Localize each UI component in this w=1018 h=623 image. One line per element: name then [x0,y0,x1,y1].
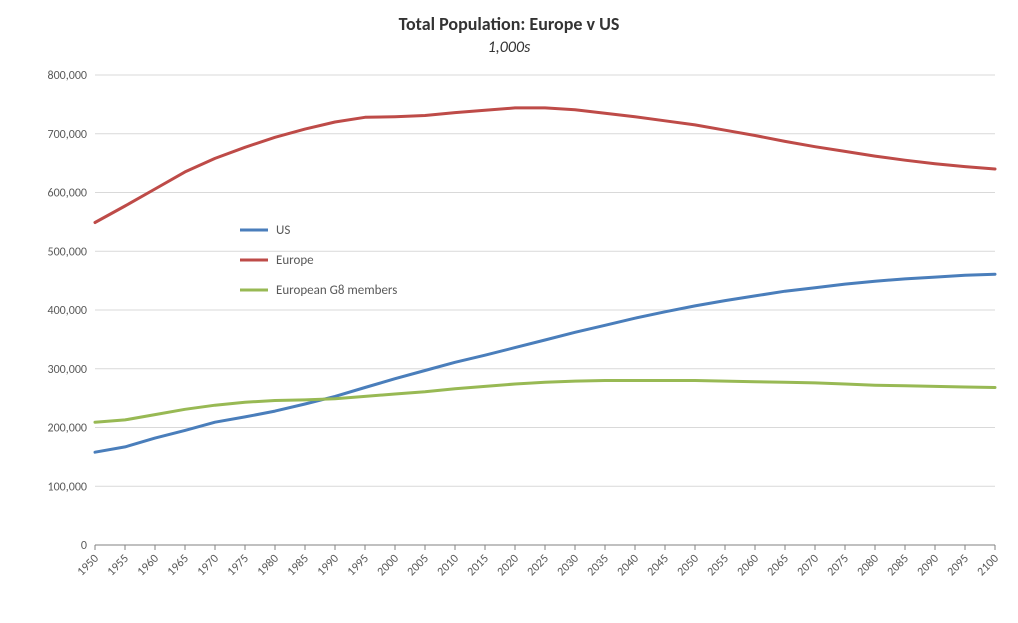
y-tick-label: 600,000 [48,187,88,201]
y-tick-label: 800,000 [48,69,88,83]
y-tick-label: 0 [81,539,87,553]
legend-label: US [276,223,290,238]
y-tick-label: 100,000 [48,480,88,494]
chart-subtitle: 1,000s [488,38,531,57]
chart-title: Total Population: Europe v US [399,13,620,35]
y-tick-label: 300,000 [48,363,88,377]
y-tick-label: 700,000 [48,128,88,142]
legend-label: Europe [276,253,314,268]
line-chart: Total Population: Europe v US 1,000s 0 100,… [0,0,1018,623]
legend-label: European G8 members [276,283,397,298]
chart-container: Total Population: Europe v US 1,000s 0 100,… [0,0,1018,623]
y-tick-label: 400,000 [48,304,88,318]
y-tick-label: 500,000 [48,245,88,259]
y-tick-label: 200,000 [48,422,88,436]
